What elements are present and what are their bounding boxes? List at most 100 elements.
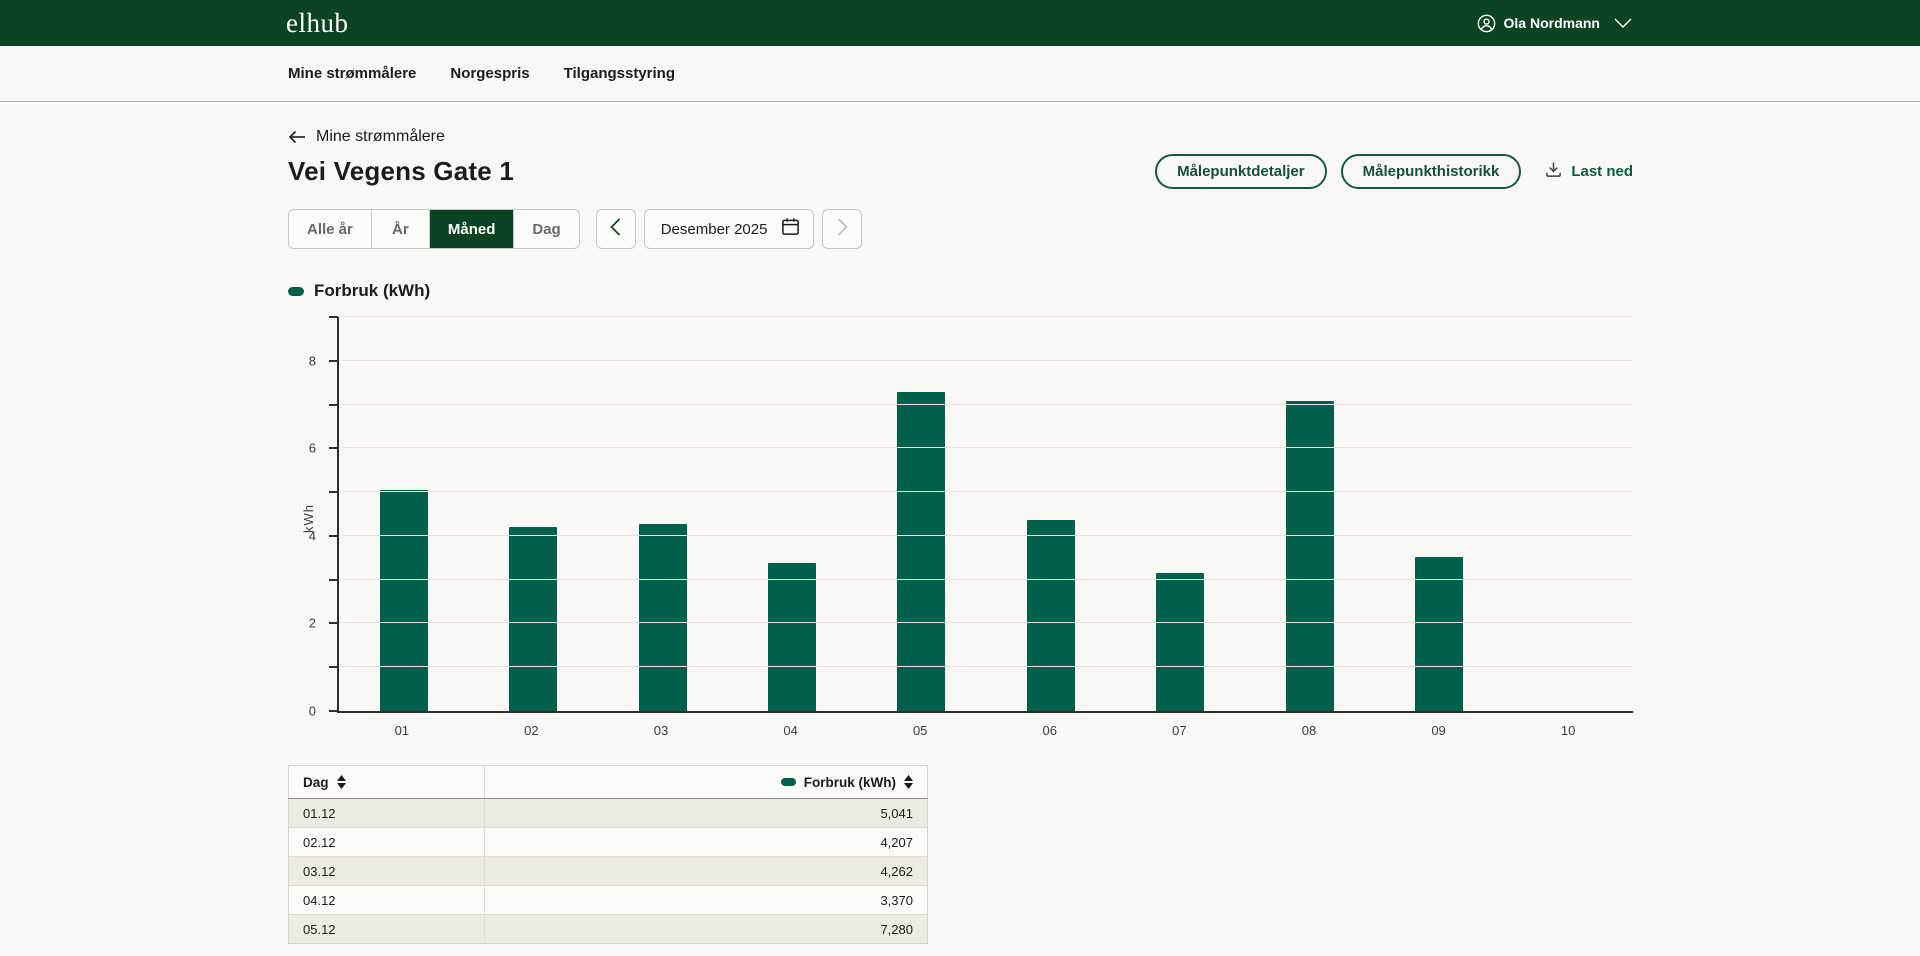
x-axis-labels: 01 02 03 04 05 06 07 08 09 10 bbox=[337, 713, 1633, 747]
gridline bbox=[339, 447, 1633, 449]
column-header-forbruk[interactable]: Forbruk (kWh) bbox=[484, 765, 928, 799]
x-tick-label: 09 bbox=[1431, 722, 1446, 738]
column-header-forbruk-label: Forbruk (kWh) bbox=[803, 774, 896, 790]
forbruk-legend-swatch bbox=[780, 778, 796, 786]
page-title: Vei Vegens Gate 1 bbox=[288, 156, 514, 186]
y-tick bbox=[329, 316, 338, 318]
chart-band bbox=[1374, 317, 1503, 711]
bar-06 bbox=[1026, 519, 1075, 711]
previous-period-button[interactable] bbox=[595, 209, 636, 249]
chevron-right-icon bbox=[837, 217, 848, 241]
period-tab-alle-ar[interactable]: Alle år bbox=[289, 210, 372, 248]
back-arrow-icon bbox=[288, 130, 306, 144]
chevron-down-icon bbox=[1614, 18, 1632, 28]
download-button[interactable]: Last ned bbox=[1545, 161, 1633, 182]
y-tick bbox=[329, 666, 338, 669]
y-tick bbox=[329, 447, 338, 450]
table-row: 04.12 3,370 bbox=[288, 885, 928, 915]
malepunkthistorikk-button[interactable]: Målepunkthistorikk bbox=[1340, 154, 1522, 189]
y-tick-label: 6 bbox=[308, 440, 316, 456]
x-tick-label: 02 bbox=[524, 722, 539, 738]
chevron-left-icon bbox=[610, 217, 621, 241]
gridline bbox=[339, 666, 1633, 668]
chart-band bbox=[727, 317, 856, 711]
bar-02 bbox=[509, 526, 558, 711]
nav-link-mine-strommalere[interactable]: Mine strømmålere bbox=[288, 65, 417, 82]
table-row: 02.12 4,207 bbox=[288, 827, 928, 857]
nav-link-norgespris[interactable]: Norgespris bbox=[450, 65, 530, 82]
elhub-logo: elhub bbox=[286, 7, 349, 38]
cell-dag: 02.12 bbox=[288, 827, 485, 857]
bar-03 bbox=[638, 524, 687, 711]
gridline bbox=[339, 578, 1633, 580]
person-icon bbox=[1477, 14, 1496, 33]
nav-link-tilgangsstyring[interactable]: Tilgangsstyring bbox=[563, 65, 676, 82]
y-tick-label: 8 bbox=[308, 353, 316, 369]
date-picker-button[interactable]: Desember 2025 bbox=[643, 209, 815, 249]
x-tick-label: 03 bbox=[653, 722, 669, 738]
gridline bbox=[339, 534, 1633, 536]
user-menu[interactable]: Ola Nordmann bbox=[1477, 14, 1632, 33]
bar-09 bbox=[1414, 556, 1463, 711]
x-tick-label: 04 bbox=[783, 722, 798, 738]
date-picker-value: Desember 2025 bbox=[660, 220, 768, 238]
chart-band bbox=[339, 317, 468, 711]
period-tab-maned[interactable]: Måned bbox=[429, 210, 515, 248]
sort-icon-forbruk[interactable] bbox=[904, 775, 913, 789]
gridline bbox=[339, 316, 1633, 317]
chart-plot: 0 2 4 6 8 bbox=[309, 316, 1633, 719]
chart-legend: Forbruk (kWh) bbox=[288, 281, 1633, 301]
cell-forbruk: 4,207 bbox=[484, 827, 928, 857]
y-axis-labels: 0 2 4 6 8 bbox=[290, 317, 326, 718]
chart-band bbox=[1115, 317, 1244, 711]
x-tick-label: 10 bbox=[1560, 722, 1576, 738]
y-tick-label: 4 bbox=[308, 528, 316, 544]
bar-04 bbox=[767, 563, 816, 711]
gridline bbox=[339, 403, 1633, 405]
legend-swatch bbox=[288, 286, 304, 296]
calendar-icon bbox=[781, 217, 800, 241]
consumption-table: Dag Forbruk (kWh) bbox=[288, 765, 928, 944]
bar-08 bbox=[1285, 401, 1334, 711]
y-tick bbox=[329, 578, 338, 581]
download-label: Last ned bbox=[1571, 163, 1633, 180]
chart-bars bbox=[339, 317, 1633, 711]
download-icon bbox=[1545, 161, 1562, 182]
y-tick bbox=[329, 710, 338, 712]
column-header-dag[interactable]: Dag bbox=[288, 765, 485, 799]
chart-band bbox=[468, 317, 597, 711]
period-toggle: Alle år År Måned Dag bbox=[288, 209, 580, 249]
table-row: 03.12 4,262 bbox=[288, 856, 928, 886]
main-content: Mine strømmålere Vei Vegens Gate 1 Målep… bbox=[0, 102, 1920, 944]
cell-dag: 03.12 bbox=[288, 856, 485, 886]
cell-forbruk: 7,280 bbox=[484, 914, 928, 944]
cell-forbruk: 3,370 bbox=[484, 885, 928, 915]
chart-band bbox=[1245, 317, 1374, 711]
breadcrumb-back[interactable]: Mine strømmålere bbox=[288, 128, 445, 146]
app-header: elhub Ola Nordmann bbox=[0, 0, 1920, 46]
bar-01 bbox=[379, 490, 428, 711]
chart-band bbox=[598, 317, 727, 711]
x-tick-label: 06 bbox=[1042, 722, 1057, 738]
table-row: 05.12 7,280 bbox=[288, 914, 928, 944]
user-name: Ola Nordmann bbox=[1503, 15, 1600, 31]
cell-dag: 04.12 bbox=[288, 885, 485, 915]
chart-band bbox=[857, 317, 986, 711]
cell-dag: 05.12 bbox=[288, 914, 485, 944]
period-tab-dag[interactable]: Dag bbox=[514, 210, 578, 248]
x-tick-label: 05 bbox=[912, 722, 928, 738]
cell-forbruk: 5,041 bbox=[484, 798, 928, 828]
x-tick-label: 08 bbox=[1301, 722, 1317, 738]
gridline bbox=[339, 491, 1633, 493]
sort-icon-dag[interactable] bbox=[336, 775, 346, 789]
y-tick-label: 0 bbox=[308, 703, 316, 719]
x-tick-label: 01 bbox=[394, 722, 410, 738]
breadcrumb-label: Mine strømmålere bbox=[316, 128, 445, 145]
cell-forbruk: 4,262 bbox=[484, 856, 928, 886]
table-body: 01.12 5,041 02.12 4,207 03.12 4,262 04.12 3,370… bbox=[288, 798, 928, 944]
next-period-button[interactable] bbox=[822, 209, 863, 249]
period-tab-ar[interactable]: År bbox=[372, 210, 430, 248]
malepunktdetaljer-button[interactable]: Målepunktdetaljer bbox=[1155, 154, 1327, 189]
y-tick bbox=[329, 403, 338, 406]
